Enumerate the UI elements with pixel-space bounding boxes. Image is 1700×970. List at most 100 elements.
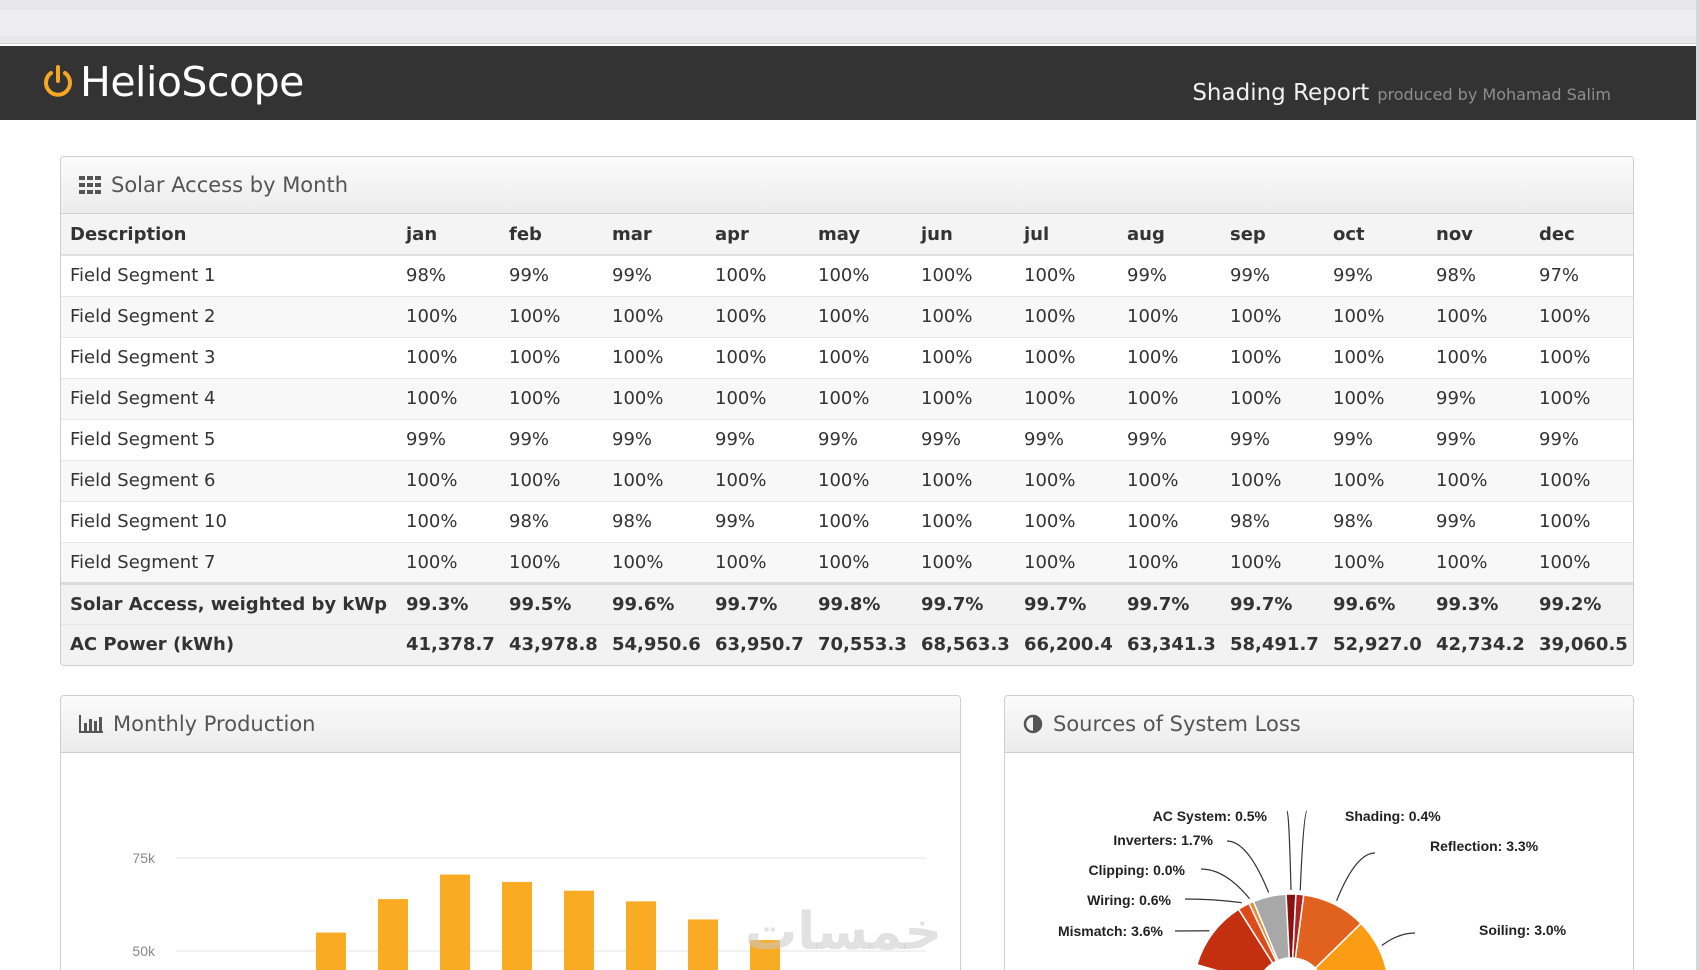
- half-circle-icon: [1023, 714, 1043, 734]
- table-row: Field Segment 2 100% 100% 100% 100% 100% 100% 1…: [61, 295, 1633, 337]
- table-cell: 99%: [603, 418, 706, 460]
- table-cell: 100%: [1015, 500, 1118, 542]
- table-row: Field Segment 7 100% 100% 100% 100% 100% 100% 1…: [61, 541, 1633, 583]
- column-header-jan: jan: [397, 214, 500, 256]
- column-header-aug: aug: [1118, 214, 1221, 256]
- summary-cell: 99.7%: [1221, 581, 1324, 624]
- system-loss-panel: Sources of System Loss AC System: 0.5% Sh…: [1004, 695, 1634, 970]
- pie-label: Shading: 0.4%: [1345, 808, 1441, 824]
- table-cell: 99%: [1324, 418, 1427, 460]
- summary-cell: 99.5%: [500, 581, 603, 624]
- browser-top-strip: [0, 0, 1700, 44]
- table-cell: 100%: [1324, 377, 1427, 419]
- pie-leader-line: [1286, 810, 1292, 891]
- monthly-production-panel: Monthly Production 50k75kkWh: [60, 695, 961, 970]
- table-cell: 100%: [809, 541, 912, 583]
- column-header-apr: apr: [706, 214, 809, 256]
- table-cell: 98%: [1324, 500, 1427, 542]
- brand-name: HelioScope: [80, 58, 304, 106]
- app-header: HelioScope Shading Report produced by Mo…: [0, 46, 1696, 120]
- summary-row: Solar Access, weighted by kWp 99.3% 99.5% 9…: [61, 581, 1633, 624]
- pie-leader-line: [1381, 932, 1416, 947]
- table-cell: 100%: [1427, 541, 1530, 583]
- table-cell: 100%: [500, 541, 603, 583]
- table-cell: 100%: [912, 254, 1015, 296]
- system-loss-header: Sources of System Loss: [1005, 696, 1633, 753]
- pie-label: Clipping: 0.0%: [1089, 862, 1186, 878]
- table-cell: 99%: [1530, 418, 1633, 460]
- summary-cell: 99.7%: [1015, 581, 1118, 624]
- y-tick-label: 75k: [132, 850, 156, 866]
- table-row: Field Segment 10 100% 98% 98% 99% 100% 100% 100…: [61, 500, 1633, 542]
- table-cell: 100%: [1015, 254, 1118, 296]
- y-tick-label: 50k: [132, 943, 156, 959]
- pie-leader-line: [1226, 840, 1270, 893]
- summary-cell: 99.7%: [1118, 581, 1221, 624]
- table-cell: 100%: [1221, 459, 1324, 501]
- summary-cell: 43,978.8: [500, 623, 603, 665]
- pie-leader-line: [1200, 868, 1251, 900]
- row-label: Field Segment 4: [61, 377, 397, 419]
- pie-label: Reflection: 3.3%: [1430, 838, 1539, 854]
- monthly-production-title: Monthly Production: [113, 712, 316, 736]
- table-cell: 99%: [1427, 500, 1530, 542]
- table-cell: 100%: [1324, 336, 1427, 378]
- table-cell: 98%: [397, 254, 500, 296]
- table-cell: 99%: [1427, 418, 1530, 460]
- summary-cell: 99.2%: [1530, 581, 1633, 624]
- table-cell: 99%: [1324, 254, 1427, 296]
- summary-cell: 54,950.6: [603, 623, 706, 665]
- table-cell: 99%: [397, 418, 500, 460]
- table-cell: 100%: [1118, 295, 1221, 337]
- summary-cell: 99.3%: [397, 581, 500, 624]
- monthly-production-chart: 50k75kkWh: [132, 850, 926, 970]
- table-cell: 100%: [1324, 459, 1427, 501]
- table-cell: 100%: [809, 377, 912, 419]
- table-cell: 100%: [603, 377, 706, 419]
- table-cell: 100%: [1530, 377, 1633, 419]
- bar-apr: [378, 899, 408, 970]
- table-cell: 99%: [1015, 418, 1118, 460]
- summary-label: Solar Access, weighted by kWp: [61, 581, 397, 624]
- power-icon: [44, 65, 72, 97]
- bar-oct: [750, 940, 780, 970]
- table-cell: 100%: [706, 459, 809, 501]
- report-title-main: Shading Report: [1192, 80, 1370, 106]
- table-cell: 100%: [500, 336, 603, 378]
- table-cell: 100%: [706, 336, 809, 378]
- table-cell: 100%: [706, 254, 809, 296]
- table-cell: 99%: [603, 254, 706, 296]
- bar-mar: [316, 932, 346, 970]
- system-loss-chart: AC System: 0.5% Shading: 0.4% Reflection: …: [1058, 808, 1567, 970]
- table-cell: 100%: [809, 295, 912, 337]
- bar-may: [440, 874, 470, 970]
- table-cell: 100%: [1221, 336, 1324, 378]
- summary-cell: 52,927.0: [1324, 623, 1427, 665]
- column-header-feb: feb: [500, 214, 603, 256]
- pie-label: Inverters: 1.7%: [1113, 832, 1213, 848]
- table-cell: 99%: [809, 418, 912, 460]
- brand-logo[interactable]: HelioScope: [40, 54, 304, 110]
- table-cell: 100%: [1530, 295, 1633, 337]
- table-cell: 100%: [912, 500, 1015, 542]
- row-label: Field Segment 6: [61, 459, 397, 501]
- row-label: Field Segment 7: [61, 541, 397, 583]
- table-header-row: Description jan feb mar apr may jun jul aug sep oc…: [61, 214, 1633, 256]
- summary-cell: 66,200.4: [1015, 623, 1118, 665]
- summary-label: AC Power (kWh): [61, 623, 397, 665]
- table-cell: 100%: [1427, 295, 1530, 337]
- table-row: Field Segment 4 100% 100% 100% 100% 100% 100% 1…: [61, 377, 1633, 419]
- bar-aug: [626, 901, 656, 970]
- table-cell: 99%: [1118, 418, 1221, 460]
- table-cell: 100%: [397, 336, 500, 378]
- table-cell: 100%: [397, 541, 500, 583]
- table-cell: 99%: [500, 418, 603, 460]
- table-cell: 100%: [500, 295, 603, 337]
- table-cell: 100%: [1221, 377, 1324, 419]
- pie-leader-line: [1336, 852, 1376, 901]
- table-cell: 100%: [912, 541, 1015, 583]
- solar-access-table: Description jan feb mar apr may jun jul aug sep oc…: [61, 214, 1633, 665]
- table-cell: 99%: [1427, 377, 1530, 419]
- summary-cell: 99.7%: [912, 581, 1015, 624]
- table-cell: 98%: [500, 500, 603, 542]
